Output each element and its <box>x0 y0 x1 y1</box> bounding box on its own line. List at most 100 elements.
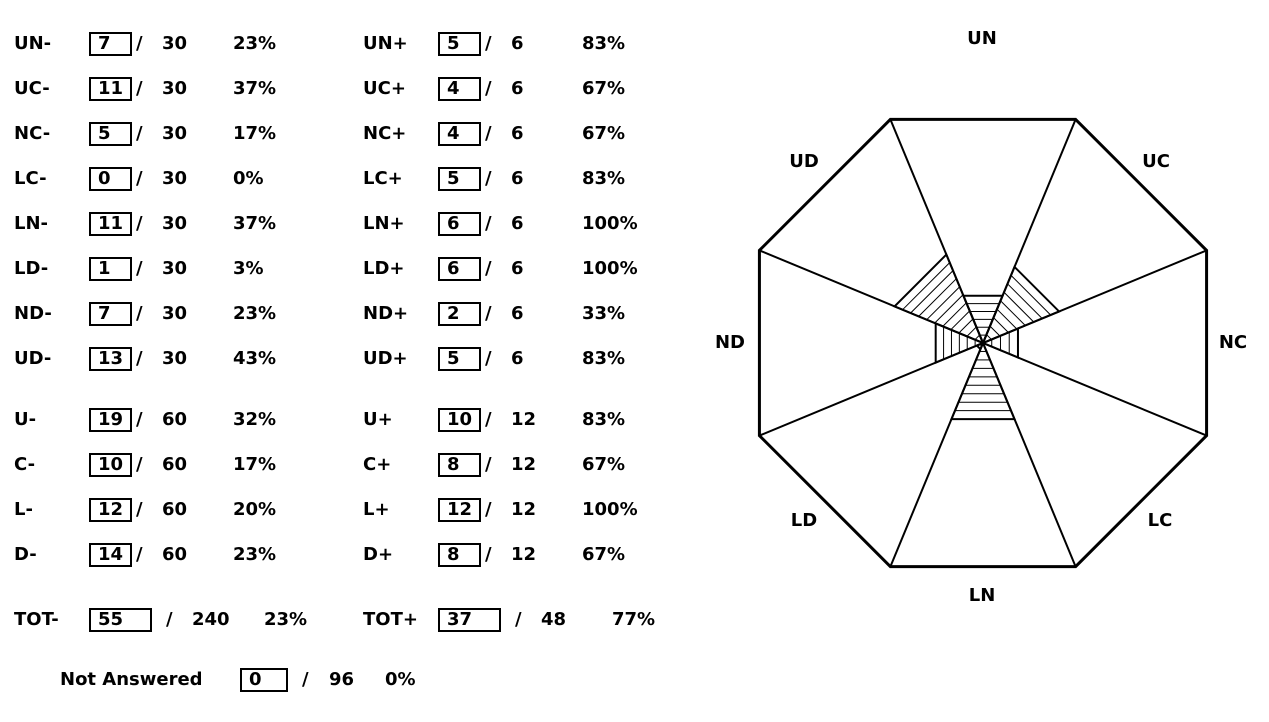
slash-unplus: / <box>485 33 492 54</box>
count-field-ldplus[interactable]: 6 <box>438 257 481 281</box>
denominator-cplus: 12 <box>511 454 537 475</box>
hatch-line-ud <box>950 310 971 331</box>
percent-ncminus: 17% <box>233 123 277 144</box>
axis-label-uc: UC <box>1142 151 1170 172</box>
hatch-line-uc <box>996 308 1018 330</box>
row-label-ndplus: ND+ <box>363 303 409 324</box>
spoke-line <box>889 342 984 567</box>
axis-label-nd: ND <box>715 332 745 353</box>
percent-ldminus: 3% <box>233 258 264 279</box>
count-field-ldminus[interactable]: 1 <box>89 257 132 281</box>
row-label-unplus: UN+ <box>363 33 408 54</box>
count-field-uminus[interactable]: 19 <box>89 408 132 432</box>
hatch-line-ud <box>918 278 957 317</box>
slash-cplus: / <box>485 454 492 475</box>
row-label-lplus: L+ <box>363 499 390 520</box>
denominator-lnminus: 30 <box>162 213 188 234</box>
profile-sector-ud <box>892 252 985 345</box>
count-field-ucplus[interactable]: 4 <box>438 77 481 101</box>
percent-udplus: 83% <box>582 348 626 369</box>
row-label-ncminus: NC- <box>14 123 51 144</box>
octagon-profile-diagram: UN UC NC LC LN LD ND UD <box>715 28 1247 606</box>
not-answered-field[interactable]: 0 <box>240 668 288 692</box>
row-label-lminus: L- <box>14 499 33 520</box>
row-label-ncplus: NC+ <box>363 123 407 144</box>
percent-udminus: 43% <box>233 348 277 369</box>
denominator-udminus: 30 <box>162 348 188 369</box>
row-label-cplus: C+ <box>363 454 392 475</box>
octagon-outline <box>757 117 1209 569</box>
spoke-line <box>759 249 984 344</box>
denominator-ncminus: 30 <box>162 123 188 144</box>
percent-cminus: 17% <box>233 454 277 475</box>
count-field-lminus[interactable]: 12 <box>89 498 132 522</box>
percent-uplus: 83% <box>582 409 626 430</box>
percent-dminus: 23% <box>233 544 277 565</box>
count-field-ndplus[interactable]: 2 <box>438 302 481 326</box>
row-label-lnminus: LN- <box>14 213 49 234</box>
total-minus-field[interactable]: 55 <box>89 608 152 632</box>
percent-lnminus: 37% <box>233 213 277 234</box>
count-field-udminus[interactable]: 13 <box>89 347 132 371</box>
denominator-ndminus: 30 <box>162 303 188 324</box>
percent-lnplus: 100% <box>582 213 638 234</box>
spoke-line <box>982 342 1207 437</box>
count-field-dplus[interactable]: 8 <box>438 543 481 567</box>
count-field-ncplus[interactable]: 4 <box>438 122 481 146</box>
slash-uplus: / <box>485 409 492 430</box>
total-minus-label: TOT- <box>14 609 59 630</box>
row-label-ndminus: ND- <box>14 303 52 324</box>
total-minus-slash: / <box>166 609 173 630</box>
denominator-ndplus: 6 <box>511 303 524 324</box>
slash-ldminus: / <box>136 258 143 279</box>
count-field-unminus[interactable]: 7 <box>89 32 132 56</box>
total-plus-percent: 77% <box>612 609 656 630</box>
hatch-line-ud <box>958 318 974 334</box>
total-plus-label: TOT+ <box>363 609 418 630</box>
denominator-ucplus: 6 <box>511 78 524 99</box>
profile-sector-uc <box>981 265 1061 345</box>
count-field-lcminus[interactable]: 0 <box>89 167 132 191</box>
total-plus-denominator: 48 <box>541 609 567 630</box>
percent-cplus: 67% <box>582 454 626 475</box>
count-field-ndminus[interactable]: 7 <box>89 302 132 326</box>
count-field-unplus[interactable]: 5 <box>438 32 481 56</box>
count-field-lnminus[interactable]: 11 <box>89 212 132 236</box>
count-field-lnplus[interactable]: 6 <box>438 212 481 236</box>
slash-cminus: / <box>136 454 143 475</box>
count-field-uplus[interactable]: 10 <box>438 408 481 432</box>
count-field-ncminus[interactable]: 5 <box>89 122 132 146</box>
percent-ndplus: 33% <box>582 303 626 324</box>
slash-lcminus: / <box>136 168 143 189</box>
row-label-lcminus: LC- <box>14 168 47 189</box>
slash-ndplus: / <box>485 303 492 324</box>
total-plus-slash: / <box>515 609 522 630</box>
hatch-line-uc <box>989 325 1001 337</box>
count-field-lcplus[interactable]: 5 <box>438 167 481 191</box>
slash-lcplus: / <box>485 168 492 189</box>
total-minus-percent: 23% <box>264 609 308 630</box>
count-field-ucminus[interactable]: 11 <box>89 77 132 101</box>
denominator-uminus: 60 <box>162 409 188 430</box>
axis-label-nc: NC <box>1219 332 1247 353</box>
count-field-cplus[interactable]: 8 <box>438 453 481 477</box>
count-field-dminus[interactable]: 14 <box>89 543 132 567</box>
denominator-lnplus: 6 <box>511 213 524 234</box>
percent-ucplus: 67% <box>582 78 626 99</box>
hatch-line-uc <box>986 334 992 340</box>
percent-ncplus: 67% <box>582 123 626 144</box>
axis-label-ld: LD <box>791 510 817 531</box>
not-answered-percent: 0% <box>385 669 416 690</box>
row-label-ldplus: LD+ <box>363 258 405 279</box>
slash-lnminus: / <box>136 213 143 234</box>
count-field-lplus[interactable]: 12 <box>438 498 481 522</box>
count-field-cminus[interactable]: 10 <box>89 453 132 477</box>
axis-label-ud: UD <box>789 151 819 172</box>
denominator-dplus: 12 <box>511 544 537 565</box>
denominator-ucminus: 30 <box>162 78 188 99</box>
hatch-line-ud <box>966 326 977 337</box>
count-field-udplus[interactable]: 5 <box>438 347 481 371</box>
row-label-uplus: U+ <box>363 409 393 430</box>
row-label-lnplus: LN+ <box>363 213 405 234</box>
total-plus-field[interactable]: 37 <box>438 608 501 632</box>
